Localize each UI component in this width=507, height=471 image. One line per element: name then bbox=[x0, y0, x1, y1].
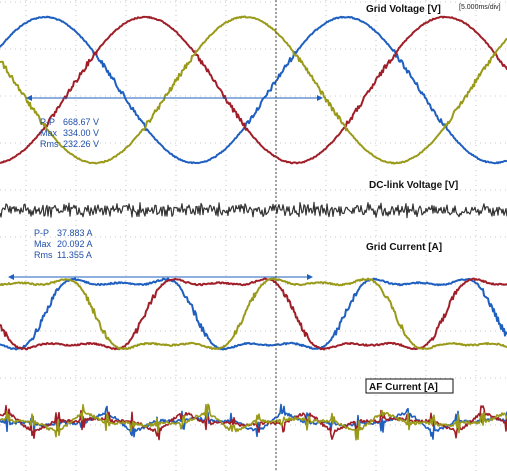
gc-rms-label: Rms bbox=[34, 250, 53, 260]
dc-link-voltage-label: DC-link Voltage [V] bbox=[369, 180, 458, 191]
grid-voltage-trace-1 bbox=[0, 15, 507, 165]
grid-current-period-arrow-head-right bbox=[307, 274, 313, 280]
af-current-label-box bbox=[365, 378, 454, 394]
dc-link-voltage-trace bbox=[0, 201, 507, 219]
grid-current-period-arrow-head-left bbox=[8, 274, 14, 280]
grid-current-label: Grid Current [A] bbox=[366, 242, 442, 253]
grid-voltage-label: Grid Voltage [V] bbox=[366, 4, 441, 15]
gv-rms-value: 232.26 V bbox=[63, 139, 99, 149]
grid-voltage-measurements: P-P 668.67 V Max 334.00 V Rms 232.26 V bbox=[40, 117, 99, 149]
af-current-trace-2 bbox=[0, 404, 507, 441]
grid-voltage-period-arrow-head-left bbox=[26, 95, 32, 101]
grid-voltage-period-arrow-head-right bbox=[317, 95, 323, 101]
gc-pp-value: 37.883 A bbox=[57, 228, 93, 238]
gv-max-label: Max bbox=[40, 128, 58, 138]
gv-pp-label: P-P bbox=[40, 117, 55, 127]
grid-current-trace-1 bbox=[0, 277, 507, 351]
waveforms bbox=[0, 15, 507, 441]
af-current-label: AF Current [A] bbox=[369, 382, 438, 393]
timebase-label: [5.000ms/div] bbox=[459, 4, 501, 11]
af-current-trace-3 bbox=[0, 403, 507, 441]
gv-pp-value: 668.67 V bbox=[63, 117, 99, 127]
measurement-arrows bbox=[8, 95, 323, 280]
grid-voltage-trace-3 bbox=[0, 15, 507, 165]
grid-current-trace-3 bbox=[0, 277, 507, 351]
gc-max-label: Max bbox=[34, 239, 52, 249]
grid-voltage-trace-2 bbox=[0, 15, 507, 165]
grid-current-measurements: P-P 37.883 A Max 20.092 A Rms 11.355 A bbox=[34, 228, 93, 260]
gv-max-value: 334.00 V bbox=[63, 128, 99, 138]
gv-rms-label: Rms bbox=[40, 139, 59, 149]
grid-current-trace-2 bbox=[0, 277, 507, 351]
gc-pp-label: P-P bbox=[34, 228, 49, 238]
gc-max-value: 20.092 A bbox=[57, 239, 93, 249]
gc-rms-value: 11.355 A bbox=[57, 250, 92, 260]
